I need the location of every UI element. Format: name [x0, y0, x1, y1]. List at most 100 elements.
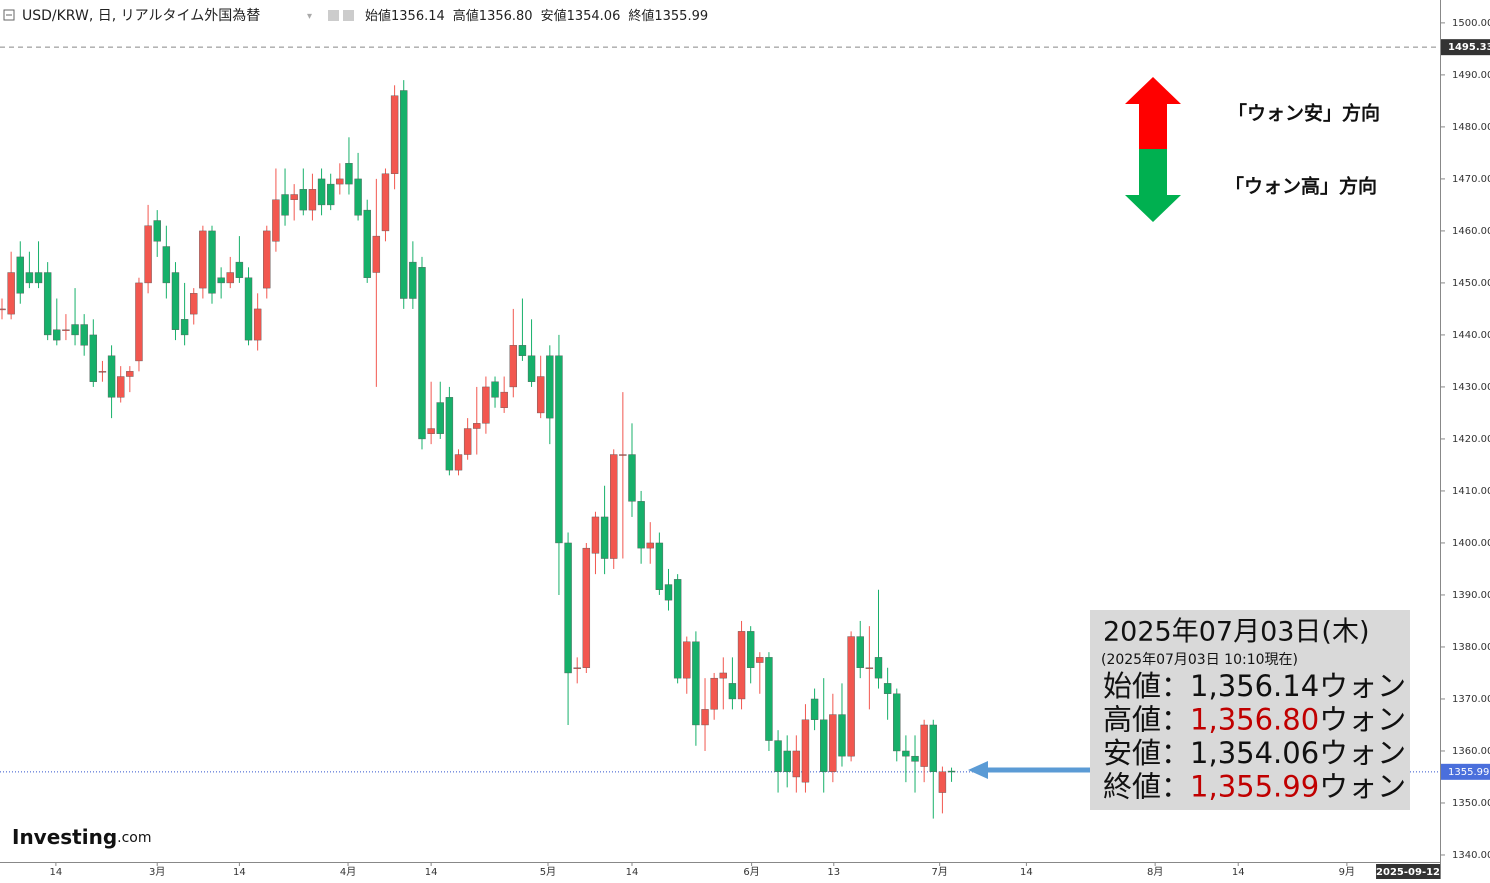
candle-body	[783, 750, 791, 772]
logo-suffix: .com	[117, 830, 151, 846]
candle-body	[116, 376, 125, 398]
candle-body	[610, 454, 618, 559]
y-tick-label: 1480.00	[1452, 122, 1490, 133]
candle-body	[7, 272, 15, 315]
candle-body	[427, 428, 435, 434]
header-ohlc: 始値1356.14 高値1356.80 安値1354.06 終値1355.99	[365, 8, 708, 24]
candle-body	[308, 189, 317, 211]
y-tick-label: 1360.00	[1452, 746, 1490, 757]
info-separator: ：	[1161, 669, 1190, 703]
settings-icon[interactable]	[343, 10, 354, 21]
candle-body	[573, 667, 581, 669]
candle-body	[290, 194, 298, 200]
candle-body	[527, 355, 536, 382]
candle-body	[664, 584, 673, 601]
y-tick-label: 1350.00	[1452, 798, 1490, 809]
candle-body	[847, 636, 855, 757]
collapse-icon[interactable]	[3, 9, 15, 21]
candle-body	[436, 402, 444, 434]
cursor-price-label: 1495.33	[1448, 42, 1490, 53]
candle-body	[153, 220, 161, 242]
y-tick-label: 1460.00	[1452, 226, 1490, 237]
candle-body	[692, 641, 700, 726]
y-tick-label: 1410.00	[1452, 486, 1490, 497]
x-tick-label: 6月	[743, 866, 759, 878]
info-unit: ウォン	[1319, 669, 1406, 703]
candle-body	[938, 771, 947, 793]
candle-body	[162, 246, 171, 284]
x-tick-label: 9月	[1339, 866, 1355, 878]
candle-body	[947, 770, 956, 773]
x-tick-label: 5月	[540, 866, 556, 878]
settings-icon[interactable]	[328, 10, 339, 21]
candle-body	[701, 709, 709, 726]
info-label: 終値	[1103, 770, 1161, 804]
candle-body	[482, 386, 490, 424]
candle-body	[454, 454, 463, 471]
candle-body	[372, 235, 381, 273]
legend-up: 「ウォン安」方向	[1228, 102, 1380, 125]
candle-body	[929, 724, 937, 772]
candle-body	[600, 516, 609, 559]
candle-body	[53, 329, 61, 341]
info-label: 始値	[1103, 669, 1161, 703]
candle-body	[244, 277, 253, 341]
y-tick-label: 1380.00	[1452, 642, 1490, 653]
candle-body	[564, 542, 572, 674]
candle-body	[226, 272, 234, 284]
candle-body	[591, 516, 600, 554]
plot	[0, 46, 1440, 819]
candle-body	[263, 230, 271, 289]
candle-body	[655, 542, 664, 590]
y-tick-label: 1450.00	[1452, 278, 1490, 289]
candle-body	[546, 355, 554, 419]
logo: Investing.com	[12, 825, 152, 849]
candle-body	[381, 173, 390, 232]
candle-body	[856, 636, 864, 668]
y-tick-label: 1400.00	[1452, 538, 1490, 549]
dropdown-icon[interactable]: ▾	[307, 11, 312, 22]
candle-body	[756, 657, 764, 663]
candle-body	[765, 657, 773, 741]
candle-body	[199, 230, 207, 289]
candle-body	[893, 693, 901, 752]
x-tick-label: 13	[827, 867, 840, 878]
info-row: 安値：1,354.06ウォン	[1103, 736, 1406, 770]
y-tick-label: 1340.00	[1452, 850, 1490, 861]
candle-body	[62, 329, 70, 331]
x-tick-label: 4月	[340, 866, 356, 878]
candle-body	[217, 277, 225, 284]
candle-body	[865, 667, 874, 669]
header-title: USD/KRW, 日, リアルタイム外国為替	[22, 8, 260, 24]
header-ohlc-label: 高値	[453, 8, 479, 24]
last-price-label: 1355.99	[1448, 767, 1489, 778]
candle-body	[491, 381, 499, 398]
candle-body	[354, 178, 362, 216]
candle-body	[299, 189, 308, 211]
candle-body	[16, 256, 24, 294]
candle-body	[190, 293, 198, 315]
candle-body	[418, 267, 426, 440]
candle-body	[810, 698, 819, 720]
candle-body	[473, 423, 481, 429]
x-tick-label: 14	[1020, 867, 1033, 878]
legend-down: 「ウォン高」方向	[1225, 175, 1377, 198]
candle-body	[317, 178, 326, 206]
candle-body	[774, 740, 782, 772]
candle-body	[336, 178, 344, 185]
candle-body	[555, 355, 563, 544]
y-tick-label: 1420.00	[1452, 434, 1490, 445]
info-value: 1,355.99	[1190, 770, 1319, 804]
info-row: 始値：1,356.14ウォン	[1103, 669, 1406, 703]
info-row: 終値：1,355.99ウォン	[1103, 770, 1406, 804]
x-tick-label: 14	[425, 867, 438, 878]
x-tick-label: 3月	[149, 866, 165, 878]
candle-body	[673, 579, 682, 679]
candle-body	[235, 261, 244, 278]
candle-body	[646, 542, 654, 549]
info-row: 高値：1,356.80ウォン	[1103, 703, 1406, 737]
candle-body	[0, 308, 6, 311]
candle-body	[737, 631, 746, 700]
candle-body	[126, 371, 134, 377]
